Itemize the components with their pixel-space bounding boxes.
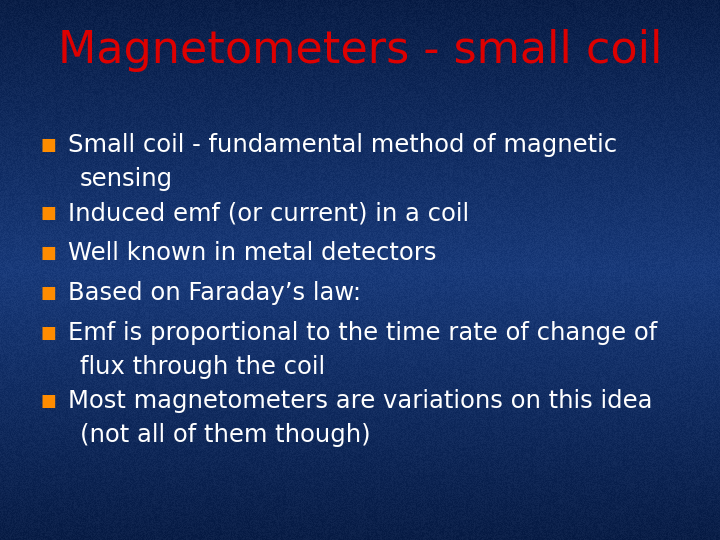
Text: ■: ■ [40, 324, 55, 342]
Text: Induced emf (or current) in a coil: Induced emf (or current) in a coil [68, 201, 469, 225]
Text: Based on Faraday’s law:: Based on Faraday’s law: [68, 281, 361, 305]
Text: ■: ■ [40, 244, 55, 262]
Text: Emf is proportional to the time rate of change of: Emf is proportional to the time rate of … [68, 321, 657, 345]
Text: Most magnetometers are variations on this idea: Most magnetometers are variations on thi… [68, 389, 652, 413]
Text: Magnetometers - small coil: Magnetometers - small coil [58, 29, 662, 71]
Text: flux through the coil: flux through the coil [80, 355, 325, 379]
Text: ■: ■ [40, 392, 55, 410]
Text: ■: ■ [40, 136, 55, 154]
Text: Well known in metal detectors: Well known in metal detectors [68, 241, 436, 265]
Text: (not all of them though): (not all of them though) [80, 423, 371, 447]
Text: Small coil - fundamental method of magnetic: Small coil - fundamental method of magne… [68, 133, 617, 157]
Text: sensing: sensing [80, 167, 173, 191]
Text: ■: ■ [40, 204, 55, 222]
Text: ■: ■ [40, 284, 55, 302]
